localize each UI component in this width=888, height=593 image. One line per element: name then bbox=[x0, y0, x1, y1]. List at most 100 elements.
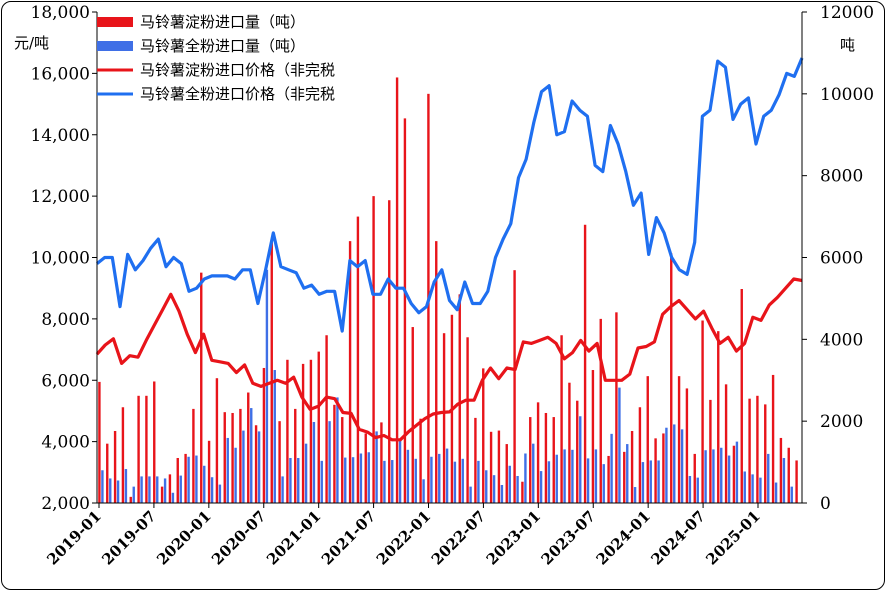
whole-flour-volume-bar bbox=[156, 476, 159, 503]
starch-volume-bar bbox=[615, 312, 618, 503]
whole-flour-volume-bar bbox=[539, 471, 543, 503]
whole-flour-volume-bar bbox=[312, 421, 316, 503]
left-tick-label: 12,000 bbox=[31, 187, 90, 207]
starch-volume-bar bbox=[654, 438, 657, 503]
whole-flour-volume-bar bbox=[767, 453, 770, 503]
whole-flour-volume-bar bbox=[735, 441, 739, 503]
x-tick-label: 2024-01 bbox=[593, 507, 654, 568]
starch-volume-bar bbox=[176, 457, 179, 503]
whole-flour-volume-bar bbox=[148, 476, 151, 503]
starch-volume-bar bbox=[192, 408, 195, 503]
whole-flour-volume-bar bbox=[367, 452, 370, 503]
whole-flour-volume-bar bbox=[218, 484, 222, 503]
starch-volume-bar bbox=[662, 433, 665, 503]
x-tick-label: 2023-07 bbox=[538, 507, 599, 568]
starch-volume-bar bbox=[395, 77, 399, 503]
whole-flour-volume-bar bbox=[453, 461, 457, 503]
left-tick-label: 6,000 bbox=[41, 371, 90, 391]
starch-volume-bar bbox=[364, 433, 367, 503]
starch-volume-bar bbox=[380, 422, 383, 503]
starch-volume-bar bbox=[764, 404, 767, 503]
whole-flour-volume-bar bbox=[195, 455, 198, 503]
starch-volume-bar bbox=[552, 417, 555, 503]
x-tick-label: 2022-01 bbox=[373, 507, 434, 568]
whole-flour-price-line bbox=[96, 57, 804, 333]
whole-flour-volume-bar bbox=[594, 449, 598, 503]
whole-flour-volume-bar bbox=[210, 477, 214, 503]
whole-flour-volume-bar bbox=[673, 424, 676, 503]
x-tick-label: 2021-01 bbox=[263, 507, 324, 568]
x-tick-label: 2023-01 bbox=[483, 507, 544, 568]
whole-flour-volume-bar bbox=[351, 457, 355, 503]
left-tick-label: 10,000 bbox=[31, 249, 90, 269]
whole-flour-volume-bar bbox=[187, 456, 190, 503]
whole-flour-volume-bar bbox=[109, 478, 112, 503]
starch-volume-bar bbox=[630, 430, 634, 503]
starch-volume-bar bbox=[223, 412, 226, 503]
starch-volume-bar bbox=[184, 453, 187, 503]
starch-volume-bar bbox=[317, 351, 320, 503]
whole-flour-volume-bar bbox=[680, 429, 684, 503]
right-tick-label: 8000 bbox=[820, 167, 863, 187]
starch-volume-bar bbox=[388, 200, 391, 503]
starch-volume-bar bbox=[207, 440, 211, 503]
whole-flour-volume-bar bbox=[563, 449, 566, 503]
starch-volume-bar bbox=[795, 460, 798, 503]
legend-label: 马铃薯全粉进口价格（非完税 bbox=[140, 85, 335, 103]
starch-volume-bar bbox=[544, 412, 548, 503]
starch-volume-bar bbox=[270, 241, 273, 503]
starch-volume-bar bbox=[576, 400, 579, 503]
whole-flour-volume-bar bbox=[375, 431, 378, 503]
starch-volume-bar bbox=[301, 363, 305, 503]
whole-flour-volume-bars bbox=[101, 269, 793, 503]
whole-flour-volume-bar bbox=[304, 443, 308, 503]
left-tick-label: 8,000 bbox=[41, 310, 90, 330]
whole-flour-volume-bar bbox=[469, 486, 472, 503]
starch-volume-bar bbox=[348, 241, 352, 503]
starch-volume-bar bbox=[505, 444, 508, 503]
starch-volume-bar bbox=[137, 395, 140, 503]
whole-flour-volume-bar bbox=[751, 474, 754, 503]
whole-flour-volume-bar bbox=[641, 462, 645, 503]
right-tick-label: 0 bbox=[820, 494, 831, 514]
x-tick-label: 2024-07 bbox=[647, 507, 708, 568]
whole-flour-volume-bar bbox=[328, 421, 331, 503]
whole-flour-volume-bar bbox=[124, 469, 128, 503]
whole-flour-volume-bar bbox=[461, 458, 464, 503]
starch-volume-bar bbox=[474, 417, 477, 503]
starch-volume-bar bbox=[121, 407, 125, 503]
starch-volume-bar bbox=[239, 408, 242, 503]
whole-flour-volume-bar bbox=[774, 482, 778, 503]
whole-flour-volume-bar bbox=[422, 479, 425, 503]
whole-flour-volume-bar bbox=[500, 484, 504, 503]
legend: 马铃薯淀粉进口量（吨） 马铃薯全粉进口量（吨） 马铃薯淀粉进口价格（非完税马铃薯全粉… bbox=[97, 13, 335, 103]
whole-flour-volume-bar bbox=[579, 416, 582, 503]
starch-volume-bar bbox=[670, 253, 673, 503]
starch-volume-bar bbox=[278, 421, 281, 503]
starch-volume-bar bbox=[779, 437, 783, 503]
starch-volume-bar bbox=[623, 451, 626, 503]
starch-volume-bar bbox=[685, 388, 689, 503]
whole-flour-volume-bar bbox=[265, 269, 269, 503]
legend-label: 马铃薯淀粉进口量（吨） bbox=[140, 13, 305, 31]
whole-flour-volume-bar bbox=[336, 397, 339, 503]
starch-volume-bars bbox=[98, 77, 798, 504]
starch-volume-bar bbox=[254, 425, 258, 503]
starch-volume-bar bbox=[458, 294, 461, 503]
whole-flour-volume-bar bbox=[610, 433, 613, 503]
starch-volume-bar bbox=[247, 392, 250, 503]
whole-flour-volume-bar bbox=[101, 470, 104, 503]
right-tick-label: 10000 bbox=[820, 85, 874, 105]
starch-volume-bar bbox=[231, 412, 234, 503]
x-tick-label: 2020-01 bbox=[153, 507, 214, 568]
x-tick-label: 2021-07 bbox=[318, 507, 379, 568]
whole-flour-volume-bar bbox=[250, 408, 253, 503]
legend-label: 马铃薯淀粉进口价格（非完税 bbox=[140, 61, 335, 79]
whole-flour-volume-bar bbox=[383, 460, 386, 503]
whole-flour-volume-bar bbox=[704, 450, 707, 503]
starch-volume-bar bbox=[482, 368, 485, 503]
left-tick-label: 14,000 bbox=[31, 126, 90, 146]
whole-flour-volume-bar bbox=[759, 477, 762, 503]
starch-volume-bar bbox=[787, 447, 790, 503]
